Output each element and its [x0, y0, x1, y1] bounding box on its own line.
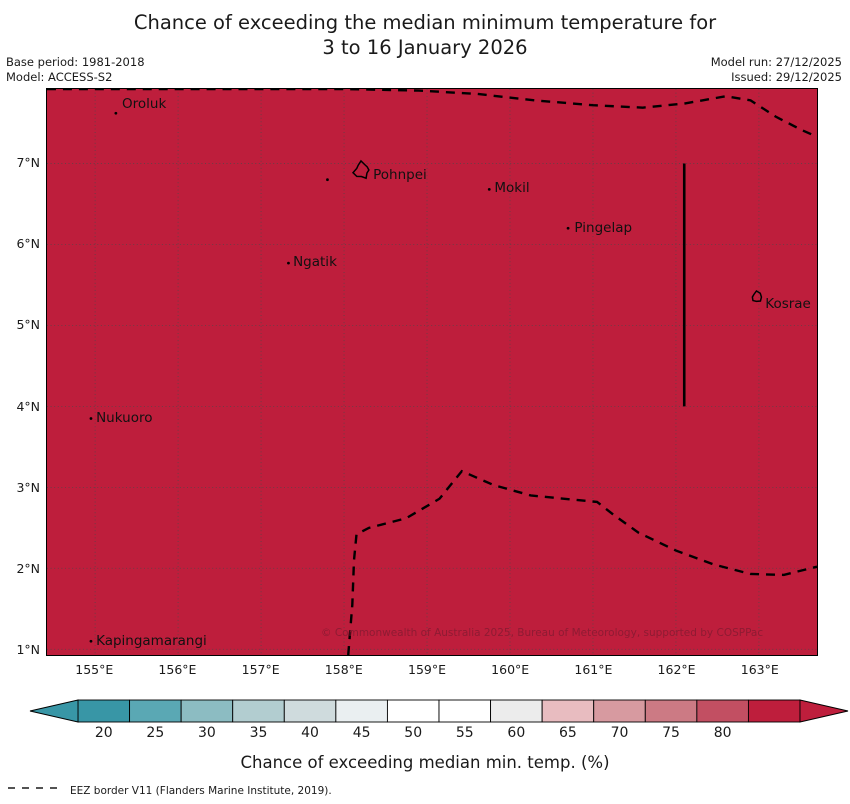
y-tick-4°N: 4°N — [16, 398, 40, 414]
metadata-right: Model run: 27/12/2025 Issued: 29/12/2025 — [711, 55, 842, 85]
map-plot-area: Oroluk Pohnpei Mokil Pingelap Ngatik Kosrae Nu… — [46, 88, 818, 656]
x-tick-163°E: 163°E — [740, 662, 779, 677]
x-tick-155°E: 155°E — [75, 662, 114, 677]
colorbar-tick-45: 45 — [352, 725, 371, 741]
y-tick-7°N: 7°N — [16, 154, 40, 170]
colorbar-tick-50: 50 — [404, 725, 423, 741]
base-period-text: Base period: 1981-2018 — [6, 55, 145, 69]
colorbar: 20 25 30 35 40 45 50 55 60 65 70 75 80 — [0, 697, 850, 741]
colorbar-tick-75: 75 — [662, 725, 680, 741]
x-tick-157°E: 157°E — [241, 662, 280, 677]
colorbar-tick-40: 40 — [301, 725, 319, 741]
y-tick-1°N: 1°N — [16, 642, 40, 658]
x-tick-161°E: 161°E — [574, 662, 613, 677]
colorbar-tick-20: 20 — [94, 725, 113, 741]
page-title: Chance of exceeding the median minimum t… — [0, 10, 850, 60]
place-label-oroluk: Oroluk — [122, 96, 167, 113]
colorbar-tick-70: 70 — [610, 725, 629, 741]
colorbar-tick-25: 25 — [146, 725, 165, 741]
model-text: Model: ACCESS-S2 — [6, 70, 113, 84]
metadata-left: Base period: 1981-2018 Model: ACCESS-S2 — [6, 55, 145, 85]
colorbar-tick-55: 55 — [455, 725, 474, 741]
y-tick-5°N: 5°N — [16, 317, 40, 333]
place-label-nukuoro: Nukuoro — [96, 409, 153, 426]
map-canvas — [47, 89, 817, 655]
colorbar-tick-60: 60 — [507, 725, 526, 741]
colorbar-tick-30: 30 — [198, 725, 216, 741]
colorbar-gradient — [29, 699, 849, 723]
place-label-pingelap: Pingelap — [574, 219, 633, 236]
place-label-pohnpei: Pohnpei — [373, 167, 427, 184]
map-credit: © Commonwealth of Australia 2025, Bureau… — [321, 627, 764, 639]
place-label-kosrae: Kosrae — [765, 295, 811, 312]
x-tick-160°E: 160°E — [491, 662, 530, 677]
x-tick-162°E: 162°E — [657, 662, 696, 677]
x-tick-156°E: 156°E — [158, 662, 197, 677]
issued-text: Issued: 29/12/2025 — [731, 70, 842, 84]
y-axis-labels: 1°N 2°N 3°N 4°N 5°N 6°N 7°N — [0, 0, 44, 804]
colorbar-tick-80: 80 — [713, 725, 732, 741]
colorbar-tick-65: 65 — [559, 725, 577, 741]
x-tick-158°E: 158°E — [324, 662, 363, 677]
eez-footnote: EEZ border V11 (Flanders Marine Institut… — [6, 784, 332, 797]
title-line-2: 3 to 16 January 2026 — [322, 36, 528, 59]
colorbar-tick-35: 35 — [249, 725, 268, 741]
place-label-mokil: Mokil — [494, 179, 530, 196]
dashed-line-icon — [8, 787, 64, 789]
title-line-1: Chance of exceeding the median minimum t… — [133, 11, 717, 34]
place-label-ngatik: Ngatik — [293, 253, 337, 270]
eez-footnote-text: EEZ border V11 (Flanders Marine Institut… — [70, 785, 332, 797]
model-run-text: Model run: 27/12/2025 — [710, 55, 842, 69]
place-label-kapingamarangi: Kapingamarangi — [96, 633, 207, 650]
y-tick-3°N: 3°N — [16, 479, 40, 495]
y-tick-2°N: 2°N — [16, 561, 40, 577]
colorbar-title: Chance of exceeding median min. temp. (%… — [240, 753, 610, 772]
y-tick-6°N: 6°N — [16, 236, 40, 252]
x-tick-159°E: 159°E — [407, 662, 447, 677]
